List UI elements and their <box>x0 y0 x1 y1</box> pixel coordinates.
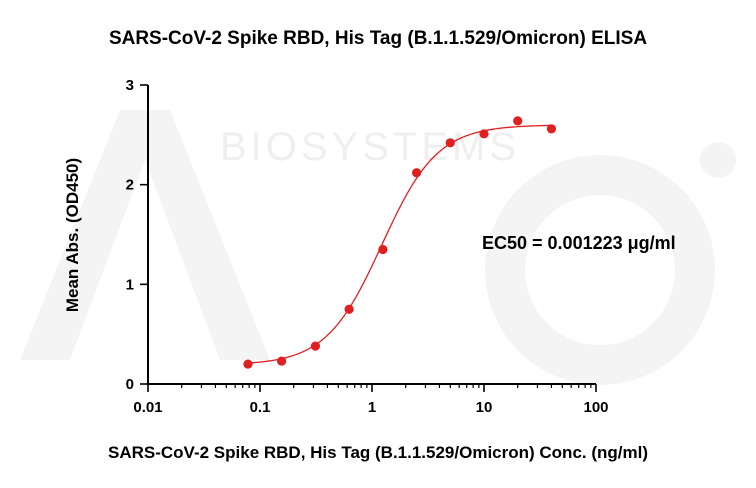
data-point <box>513 116 523 126</box>
watermark-logo-shape <box>20 110 270 360</box>
y-tick-label: 3 <box>126 77 134 94</box>
data-points <box>243 116 557 369</box>
chart-title: SARS-CoV-2 Spike RBD, His Tag (B.1.1.529… <box>109 28 647 49</box>
y-axis-ticks: 0 1 2 3 <box>126 77 148 393</box>
data-point <box>445 138 455 148</box>
x-axis-label: SARS-CoV-2 Spike RBD, His Tag (B.1.1.529… <box>108 443 648 462</box>
watermark-logo-ring <box>485 155 715 385</box>
ec50-annotation: EC50 = 0.001223 μg/ml <box>482 233 676 253</box>
fit-curve <box>247 124 552 364</box>
x-tick-label: 10 <box>476 399 493 416</box>
data-point <box>546 124 557 134</box>
watermark: BIOSYSTEMS <box>20 110 736 385</box>
x-axis-ticks: 0.01 0.1 1 10 100 <box>133 384 609 416</box>
data-point <box>411 168 422 178</box>
data-point <box>310 341 321 351</box>
watermark-logo-dot <box>700 142 736 178</box>
data-point <box>378 244 388 255</box>
data-point <box>243 359 253 369</box>
x-tick-label: 0.1 <box>250 399 271 416</box>
y-tick-label: 2 <box>126 177 134 194</box>
watermark-sub-text: BIOSYSTEMS <box>220 125 520 169</box>
data-point <box>277 356 287 366</box>
y-axis-label: Mean Abs. (OD450) <box>63 158 82 312</box>
y-tick-label: 1 <box>126 276 134 293</box>
x-tick-label: 1 <box>368 399 376 416</box>
data-point <box>479 129 489 139</box>
x-tick-label: 0.01 <box>133 399 162 416</box>
x-tick-label: 100 <box>583 399 608 416</box>
data-point <box>344 304 354 314</box>
y-tick-label: 0 <box>126 376 134 393</box>
